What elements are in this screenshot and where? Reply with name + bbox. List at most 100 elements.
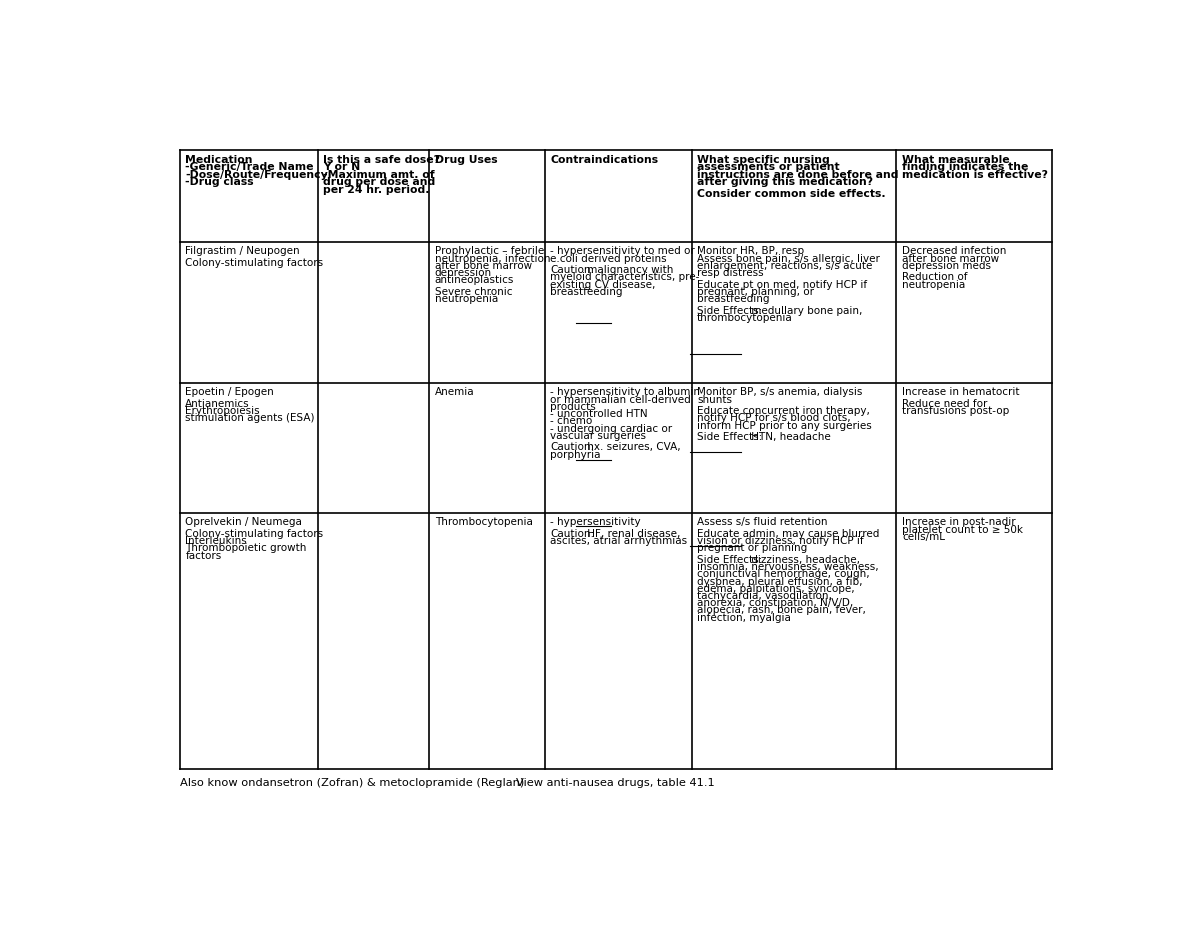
Text: breastfeeding: breastfeeding [551,286,623,297]
Text: medication is effective?: medication is effective? [902,170,1048,180]
Text: Filgrastim / Neupogen: Filgrastim / Neupogen [185,247,300,257]
Text: after bone marrow: after bone marrow [434,260,532,271]
Text: antineoplastics: antineoplastics [434,275,514,286]
Text: Monitor BP, s/s anemia, dialysis: Monitor BP, s/s anemia, dialysis [697,387,863,398]
Text: insomnia, nervousness, weakness,: insomnia, nervousness, weakness, [697,562,878,572]
Text: notify HCP for s/s blood clots,: notify HCP for s/s blood clots, [697,413,851,424]
Text: neutropenia, infection: neutropenia, infection [434,254,550,263]
Text: - hypersensitivity: - hypersensitivity [551,517,641,527]
Text: Educate pt on med, notify HCP if: Educate pt on med, notify HCP if [697,280,868,289]
Text: vascular surgeries: vascular surgeries [551,431,647,440]
Text: View anti-nausea drugs, table 41.1: View anti-nausea drugs, table 41.1 [516,778,714,788]
Text: Colony-stimulating factors: Colony-stimulating factors [185,529,324,539]
Text: Drug Uses: Drug Uses [434,155,497,165]
Text: enlargement, reactions, s/s acute: enlargement, reactions, s/s acute [697,260,872,271]
Text: Contraindications: Contraindications [551,155,659,165]
Text: existing CV disease,: existing CV disease, [551,280,655,289]
Text: Increase in post-nadir: Increase in post-nadir [902,517,1015,527]
Text: Reduce need for: Reduce need for [902,399,988,409]
Text: medullary bone pain,: medullary bone pain, [748,306,862,315]
Text: Educate concurrent iron therapy,: Educate concurrent iron therapy, [697,406,870,416]
Text: -Drug class: -Drug class [185,177,254,187]
Text: Erythropoiesis: Erythropoiesis [185,406,260,416]
Text: inform HCP prior to any surgeries: inform HCP prior to any surgeries [697,421,872,431]
Text: after giving this medication?: after giving this medication? [697,177,874,187]
Text: HF, renal disease,: HF, renal disease, [584,529,680,539]
Text: after bone marrow: after bone marrow [902,254,1000,263]
Text: thrombocytopenia: thrombocytopenia [697,312,793,323]
Text: Side Effects:: Side Effects: [697,555,762,565]
Text: pregnant or planning: pregnant or planning [697,543,808,553]
Text: neutropenia: neutropenia [434,294,498,304]
Text: Side Effects:: Side Effects: [697,432,762,442]
Text: drug per dose and: drug per dose and [323,177,436,187]
Text: Monitor HR, BP, resp: Monitor HR, BP, resp [697,247,804,257]
Text: - undergoing cardiac or: - undergoing cardiac or [551,424,672,434]
Text: Severe chronic: Severe chronic [434,286,512,297]
Text: Thrombopoietic growth: Thrombopoietic growth [185,543,307,553]
Text: Reduction of: Reduction of [902,273,967,283]
Text: Thrombocytopenia: Thrombocytopenia [434,517,533,527]
Text: Consider common side effects.: Consider common side effects. [697,189,886,199]
Text: Assess bone pain, s/s allergic, liver: Assess bone pain, s/s allergic, liver [697,254,880,263]
Text: myeloid characteristics, pre-: myeloid characteristics, pre- [551,273,700,283]
Text: malignancy with: malignancy with [584,265,674,275]
Text: or mammalian cell-derived: or mammalian cell-derived [551,395,691,405]
Text: Medication: Medication [185,155,253,165]
Text: Also know ondansetron (Zofran) & metoclopramide (Reglan): Also know ondansetron (Zofran) & metoclo… [180,778,524,788]
Text: instructions are done before and: instructions are done before and [697,170,899,180]
Text: platelet count to ≥ 50k: platelet count to ≥ 50k [902,525,1022,535]
Text: neutropenia: neutropenia [902,280,965,289]
Text: Increase in hematocrit: Increase in hematocrit [902,387,1020,398]
Text: vision or dizziness, notify HCP if: vision or dizziness, notify HCP if [697,536,864,546]
Text: What measurable: What measurable [902,155,1009,165]
Text: - hypersensitivity to med or: - hypersensitivity to med or [551,247,695,257]
Text: edema, palpitations, syncope,: edema, palpitations, syncope, [697,584,854,594]
Text: hx. seizures, CVA,: hx. seizures, CVA, [584,442,682,452]
Text: tachycardia, vasodilation,: tachycardia, vasodilation, [697,591,832,601]
Text: finding indicates the: finding indicates the [902,162,1028,172]
Text: cells/mL: cells/mL [902,532,944,542]
Text: depression meds: depression meds [902,260,991,271]
Text: Prophylactic – febrile: Prophylactic – febrile [434,247,544,257]
Text: -Dose/Route/Frequency: -Dose/Route/Frequency [185,170,328,180]
Text: alopecia, rash, bone pain, fever,: alopecia, rash, bone pain, fever, [697,605,866,616]
Text: ascites, atrial arrhythmias: ascites, atrial arrhythmias [551,536,688,546]
Text: Decreased infection: Decreased infection [902,247,1007,257]
Text: Epoetin / Epogen: Epoetin / Epogen [185,387,274,398]
Text: conjunctival hemorrhage, cough,: conjunctival hemorrhage, cough, [697,569,870,579]
Text: assessments or patient: assessments or patient [697,162,840,172]
Text: Caution:: Caution: [551,442,594,452]
Text: - uncontrolled HTN: - uncontrolled HTN [551,409,648,419]
Text: Interleukins: Interleukins [185,536,247,546]
Text: porphyria: porphyria [551,450,601,460]
Text: Assess s/s fluid retention: Assess s/s fluid retention [697,517,828,527]
Text: factors: factors [185,551,222,561]
Text: dizziness, headache,: dizziness, headache, [748,555,859,565]
Text: - hypersensitivity to albumin: - hypersensitivity to albumin [551,387,701,398]
Text: stimulation agents (ESA): stimulation agents (ESA) [185,413,314,424]
Text: -Generic/Trade Name: -Generic/Trade Name [185,162,314,172]
Text: Educate admin, may cause blurred: Educate admin, may cause blurred [697,529,880,539]
Text: What specific nursing: What specific nursing [697,155,830,165]
Text: -Maximum amt. of: -Maximum amt. of [323,170,434,180]
Text: Side Effects:: Side Effects: [697,306,762,315]
Text: Caution:: Caution: [551,265,594,275]
Text: Oprelvekin / Neumega: Oprelvekin / Neumega [185,517,302,527]
Text: products: products [551,402,596,412]
Text: - chemo: - chemo [551,416,593,426]
Text: Y or N: Y or N [323,162,360,172]
Text: dyspnea, pleural effusion, a fib,: dyspnea, pleural effusion, a fib, [697,577,863,587]
Text: Is this a safe dose?: Is this a safe dose? [323,155,440,165]
Text: depression: depression [434,268,492,278]
Text: Anemia: Anemia [434,387,474,398]
Text: resp distress: resp distress [697,268,763,278]
Text: per 24 hr. period.: per 24 hr. period. [323,184,430,195]
Text: e.coli derived proteins: e.coli derived proteins [551,254,667,263]
Text: pregnant, planning, or: pregnant, planning, or [697,286,814,297]
Text: breastfeeding: breastfeeding [697,294,769,304]
Text: Colony-stimulating factors: Colony-stimulating factors [185,258,324,268]
Text: Antianemics: Antianemics [185,399,250,409]
Text: anorexia, constipation, N/V/D,: anorexia, constipation, N/V/D, [697,598,853,608]
Text: transfusions post-op: transfusions post-op [902,406,1009,416]
